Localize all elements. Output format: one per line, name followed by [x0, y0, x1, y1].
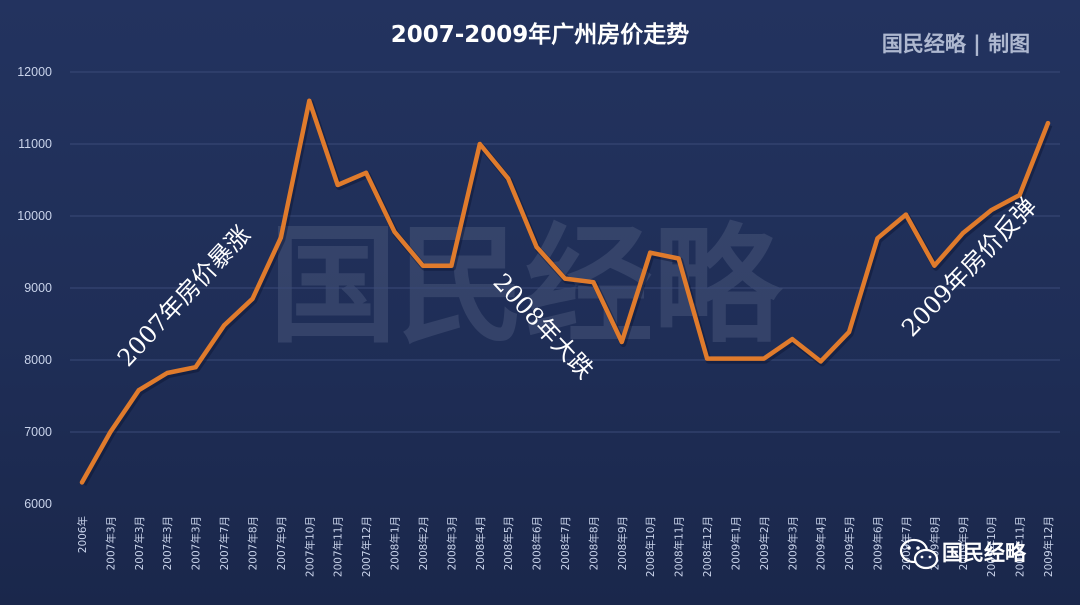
data-point — [989, 208, 994, 213]
x-tick-label: 2007年9月 — [275, 516, 288, 570]
x-tick-label: 2009年10月 — [985, 516, 998, 577]
x-tick-label: 2009年2月 — [758, 516, 771, 570]
data-point — [278, 235, 283, 240]
x-tick-label: 2008年5月 — [502, 516, 515, 570]
x-tick-label: 2008年4月 — [474, 516, 487, 570]
data-point — [705, 356, 710, 361]
x-tick-label: 2008年11月 — [673, 516, 686, 577]
x-tick-label: 2009年6月 — [872, 516, 885, 570]
x-tick-label: 2006年 — [76, 516, 89, 553]
x-tick-label: 2008年9月 — [616, 516, 629, 570]
x-tick-label: 2008年6月 — [531, 516, 544, 570]
x-tick-label: 2007年10月 — [303, 516, 316, 577]
annotation-2009: 2009年房价反弹 — [896, 192, 1042, 342]
x-tick-label: 2009年9月 — [957, 516, 970, 570]
data-point — [392, 229, 397, 234]
y-tick-label: 6000 — [24, 497, 52, 511]
data-point — [847, 329, 852, 334]
data-point — [364, 170, 369, 175]
x-tick-label: 2009年3月 — [786, 516, 799, 570]
x-tick-label: 2009年4月 — [815, 516, 828, 570]
watermark: 国民经略 — [269, 211, 783, 361]
x-tick-label: 2008年1月 — [389, 516, 402, 570]
annotation-2007: 2007年房价暴涨 — [112, 221, 256, 373]
data-point — [1017, 193, 1022, 198]
data-point — [563, 276, 567, 281]
data-point — [506, 176, 511, 181]
y-tick-label: 9000 — [24, 281, 52, 295]
y-tick-label: 12000 — [17, 65, 52, 79]
data-point — [108, 430, 113, 434]
data-point — [80, 480, 84, 485]
y-axis: 6000 7000 8000 9000 10000 11000 12000 — [17, 65, 52, 511]
data-point — [250, 296, 255, 301]
data-point — [761, 356, 766, 361]
y-tick-label: 10000 — [17, 209, 52, 223]
wechat-icon — [899, 538, 939, 570]
data-point — [193, 365, 198, 370]
data-point — [676, 256, 681, 261]
data-point — [960, 231, 965, 236]
x-tick-label: 2008年2月 — [417, 516, 430, 570]
x-tick-label: 2007年7月 — [218, 516, 231, 570]
x-tick-label: 2008年10月 — [644, 516, 657, 577]
y-tick-label: 7000 — [24, 425, 52, 439]
x-tick-label: 2007年3月 — [161, 516, 174, 570]
data-point — [449, 263, 454, 268]
data-point — [648, 250, 653, 255]
data-point — [477, 142, 482, 146]
x-tick-label: 2007年11月 — [332, 516, 345, 577]
data-point — [136, 388, 141, 393]
data-point — [818, 359, 823, 364]
data-point — [420, 263, 425, 268]
data-point — [534, 244, 539, 249]
x-tick-label: 2007年8月 — [246, 516, 259, 570]
y-tick-label: 11000 — [18, 137, 52, 151]
data-point — [903, 212, 908, 217]
x-tick-label: 2007年3月 — [190, 516, 203, 570]
x-tick-label: 2009年11月 — [1014, 516, 1027, 577]
data-point — [307, 98, 312, 103]
badge-text: 国民经略 — [942, 541, 1027, 565]
wechat-badge: 国民经略 — [899, 538, 1027, 570]
x-tick-label: 2007年3月 — [104, 516, 117, 570]
data-point — [932, 263, 937, 268]
x-tick-label: 2009年5月 — [843, 516, 856, 570]
x-tick-label: 2008年3月 — [445, 516, 458, 570]
data-point — [165, 370, 170, 375]
series-line-group — [79, 98, 1053, 486]
x-tick-label: 2009年12月 — [1042, 516, 1055, 577]
gridlines — [70, 71, 1060, 433]
x-tick-label: 2007年3月 — [133, 516, 146, 570]
x-tick-label: 2008年7月 — [559, 516, 572, 570]
x-tick-label: 2007年12月 — [360, 516, 373, 577]
chart-title: 2007-2009年广州房价走势 — [391, 21, 690, 48]
data-point — [790, 337, 795, 342]
data-point — [1046, 121, 1050, 126]
brand-label: 国民经略 | 制图 — [882, 32, 1030, 57]
data-point — [591, 280, 596, 285]
data-point — [619, 340, 624, 344]
data-point — [875, 236, 880, 241]
x-tick-label: 2008年8月 — [587, 516, 600, 570]
data-point — [733, 356, 738, 361]
x-tick-label: 2008年12月 — [701, 516, 714, 577]
data-point — [335, 183, 340, 188]
y-tick-label: 8000 — [24, 353, 52, 367]
x-tick-label: 2009年1月 — [729, 516, 742, 570]
data-point — [222, 323, 227, 328]
